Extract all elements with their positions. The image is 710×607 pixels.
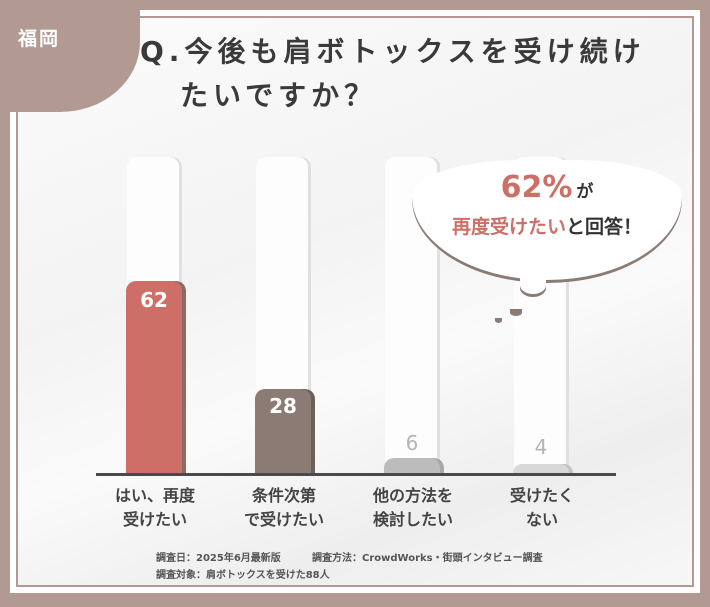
- category-label-2: 条件次第 で受けたい: [243, 486, 324, 529]
- category-label-3: 他の方法を 検討したい: [372, 486, 453, 529]
- region-badge-label: 福岡: [18, 28, 61, 50]
- survey-date: 調査日：2025年6月最新版: [156, 553, 281, 564]
- callout-line-2: 再度受けたいと回答！: [451, 216, 643, 238]
- category-label-1: はい、再度 受けたい: [114, 486, 195, 529]
- callout-line-1: 62% が: [500, 170, 594, 205]
- bar-value-2: 28: [269, 394, 297, 418]
- category-label-4: 受けたく ない: [509, 486, 574, 529]
- bar-yes-again: [126, 281, 182, 473]
- bar-no: [513, 464, 569, 473]
- bubble-drop-small-icon: [495, 318, 502, 323]
- speech-bubble-tail: [520, 276, 546, 294]
- bar-conditional: [255, 389, 311, 473]
- callout-highlight: 再度受けたい: [451, 216, 566, 238]
- bar-value-1: 62: [140, 288, 168, 312]
- bar-other-method: [384, 458, 440, 473]
- bubble-drop-icon: [510, 309, 522, 316]
- bar-value-4: 4: [534, 435, 548, 459]
- survey-target: 調査対象：肩ボトックスを受けた88人: [156, 570, 330, 581]
- title-line-2: たいですか？: [180, 79, 378, 112]
- callout-percent: 62%: [500, 170, 573, 205]
- title-line-1: Q.今後も肩ボトックスを受け続け: [140, 35, 646, 68]
- page-title: Q.今後も肩ボトックスを受け続け たいですか？: [140, 30, 646, 118]
- survey-method: 調査方法：CrowdWorks・街頭インタビュー調査: [312, 553, 543, 564]
- bar-value-3: 6: [405, 431, 419, 455]
- x-axis-line: [96, 473, 616, 476]
